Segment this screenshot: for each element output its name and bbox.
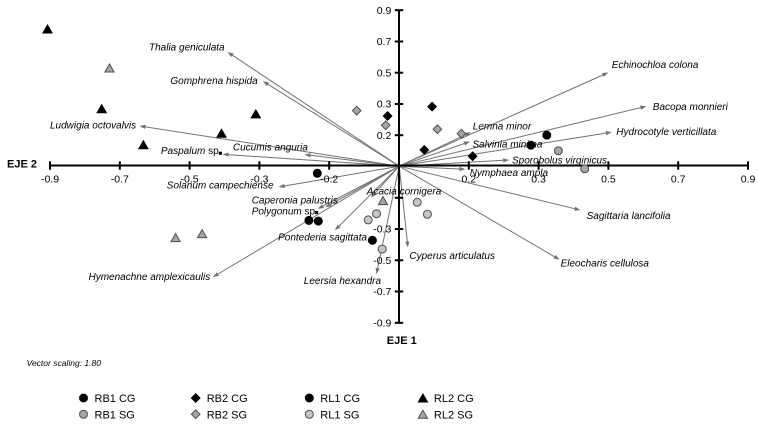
svg-text:Bacopa monnieri: Bacopa monnieri: [653, 102, 729, 113]
svg-text:0.2: 0.2: [461, 174, 476, 186]
svg-text:Gomphrena hispida: Gomphrena hispida: [170, 76, 258, 87]
svg-text:Acacia cornigera: Acacia cornigera: [366, 187, 442, 198]
svg-text:0.9: 0.9: [377, 5, 392, 17]
svg-text:Caperonia palustris: Caperonia palustris: [252, 196, 338, 207]
svg-text:Polygonum sp: Polygonum sp: [252, 207, 316, 218]
svg-text:0.3: 0.3: [531, 174, 546, 186]
svg-text:Hymenachne amplexicaulis: Hymenachne amplexicaulis: [89, 272, 211, 283]
svg-text:Sporobolus virginicus: Sporobolus virginicus: [512, 156, 607, 167]
svg-text:0.2: 0.2: [377, 130, 392, 142]
svg-text:RL1 CG: RL1 CG: [320, 393, 360, 405]
svg-text:0.9: 0.9: [741, 174, 756, 186]
svg-text:Cyperus articulatus: Cyperus articulatus: [409, 251, 495, 262]
svg-text:Pontederia sagittata: Pontederia sagittata: [278, 233, 367, 244]
svg-text:EJE 2: EJE 2: [7, 159, 37, 171]
svg-text:Lemna minor: Lemna minor: [473, 122, 532, 133]
svg-text:Ludwigia octovalvis: Ludwigia octovalvis: [50, 121, 136, 132]
svg-text:-0.5: -0.5: [373, 255, 391, 267]
svg-text:Nymphaea ampla: Nymphaea ampla: [470, 168, 549, 179]
svg-text:EJE 1: EJE 1: [387, 335, 417, 347]
svg-text:Eleocharis cellulosa: Eleocharis cellulosa: [561, 259, 650, 270]
svg-text:-0.5: -0.5: [181, 174, 199, 186]
svg-text:-0.9: -0.9: [41, 174, 59, 186]
svg-text:Hydrocotyle verticillata: Hydrocotyle verticillata: [616, 127, 716, 138]
svg-text:Cucumis anguria: Cucumis anguria: [233, 143, 308, 154]
svg-text:Paspalum sp: Paspalum sp: [161, 146, 219, 157]
svg-text:RL1 SG: RL1 SG: [320, 409, 359, 421]
svg-text:-0.9: -0.9: [373, 317, 391, 329]
svg-text:-0.7: -0.7: [111, 174, 129, 186]
svg-text:RB1 SG: RB1 SG: [95, 409, 135, 421]
svg-text:0.7: 0.7: [671, 174, 686, 186]
svg-text:0.3: 0.3: [377, 99, 392, 111]
svg-text:RB2 CG: RB2 CG: [207, 393, 248, 405]
svg-text:-0.3: -0.3: [373, 224, 391, 236]
svg-text:Solanum campechiense: Solanum campechiense: [167, 180, 274, 191]
svg-text:-0.7: -0.7: [373, 286, 391, 298]
svg-text:0.5: 0.5: [377, 67, 392, 79]
svg-text:RB2 SG: RB2 SG: [207, 409, 247, 421]
svg-text:0.7: 0.7: [377, 36, 392, 48]
svg-text:Leersia hexandra: Leersia hexandra: [304, 276, 382, 287]
svg-text:0.5: 0.5: [601, 174, 616, 186]
svg-text:RL2 CG: RL2 CG: [434, 393, 474, 405]
svg-text:RB1 CG: RB1 CG: [95, 393, 136, 405]
svg-text:Sagittaria lancifolia: Sagittaria lancifolia: [587, 211, 671, 222]
svg-text:RL2 SG: RL2 SG: [434, 409, 473, 421]
svg-text:-0.3: -0.3: [250, 174, 268, 186]
svg-text:Echinochloa colona: Echinochloa colona: [612, 60, 699, 71]
svg-text:-0.2: -0.2: [320, 174, 338, 186]
svg-text:Thalia geniculata: Thalia geniculata: [149, 43, 225, 54]
svg-text:Salvinia minima: Salvinia minima: [472, 140, 542, 151]
svg-text:Vector scaling: 1.80: Vector scaling: 1.80: [27, 358, 102, 368]
